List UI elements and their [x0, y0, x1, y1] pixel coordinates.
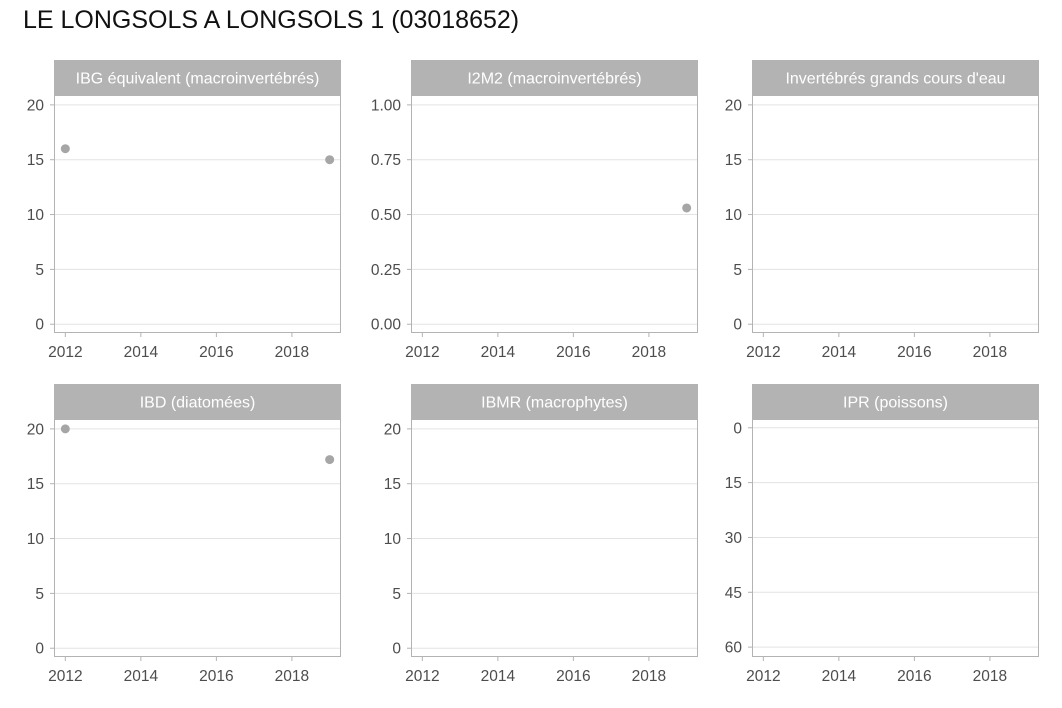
- data-point: [60, 144, 70, 154]
- y-tick-label: 15: [27, 476, 44, 493]
- y-tick-label: 20: [27, 421, 45, 438]
- facet-title: IBD (diatomées): [140, 395, 256, 412]
- data-point: [682, 203, 692, 213]
- facet-title: IPR (poissons): [843, 395, 948, 412]
- y-tick-label: 15: [27, 152, 44, 169]
- y-tick-label: 20: [27, 97, 45, 114]
- data-point: [325, 155, 335, 165]
- x-tick-label: 2016: [556, 668, 590, 685]
- x-tick-label: 2016: [897, 668, 931, 685]
- y-tick-label: 0.75: [371, 152, 401, 169]
- y-tick-label: 30: [725, 530, 743, 547]
- y-tick-label: 5: [35, 586, 44, 603]
- y-tick-label: 10: [27, 531, 45, 548]
- y-tick-label: 0.00: [371, 317, 402, 334]
- x-tick-label: 2012: [405, 668, 439, 685]
- panel-border: [411, 95, 698, 333]
- x-tick-label: 2012: [746, 344, 780, 361]
- y-tick-label: 5: [392, 586, 401, 603]
- facet-title: IBMR (macrophytes): [481, 395, 628, 412]
- y-tick-label: 15: [725, 475, 742, 492]
- y-tick-label: 45: [725, 585, 742, 602]
- facet-strip: [752, 384, 1039, 419]
- x-tick-label: 2012: [746, 668, 780, 685]
- x-tick-label: 2012: [405, 344, 439, 361]
- x-tick-label: 2018: [973, 344, 1007, 361]
- y-tick-label: 10: [384, 531, 402, 548]
- panel-border: [411, 419, 698, 657]
- y-tick-label: 0: [733, 420, 742, 437]
- y-tick-label: 20: [725, 97, 743, 114]
- y-tick-label: 5: [35, 262, 44, 279]
- x-tick-label: 2014: [822, 344, 857, 361]
- x-tick-label: 2014: [124, 668, 159, 685]
- y-tick-label: 1.00: [371, 97, 402, 114]
- data-point: [325, 455, 335, 465]
- y-tick-label: 60: [725, 640, 743, 657]
- y-tick-label: 0.25: [371, 262, 401, 279]
- y-tick-label: 0: [35, 317, 44, 334]
- x-tick-label: 2014: [822, 668, 857, 685]
- facet-title: IBG équivalent (macroinvertébrés): [76, 71, 320, 88]
- y-tick-label: 15: [384, 476, 401, 493]
- x-tick-label: 2016: [199, 668, 233, 685]
- x-tick-label: 2014: [481, 668, 516, 685]
- y-tick-label: 5: [733, 262, 742, 279]
- x-tick-label: 2018: [275, 344, 309, 361]
- facet-panel-5: IBMR (macrophytes) 0 5 10 15 20 2012 2014 2016 20…: [384, 384, 698, 685]
- facet-strip: [54, 384, 341, 419]
- y-tick-label: 0: [733, 317, 742, 334]
- facet-title: I2M2 (macroinvertébrés): [467, 71, 641, 88]
- facet-strip: [752, 60, 1039, 95]
- x-tick-label: 2018: [632, 668, 666, 685]
- panel-border: [752, 419, 1039, 657]
- y-tick-label: 20: [384, 421, 402, 438]
- facet-strip: [54, 60, 341, 95]
- panel-border: [54, 419, 341, 657]
- x-tick-label: 2014: [481, 344, 516, 361]
- panel-border: [54, 95, 341, 333]
- y-tick-label: 0: [35, 641, 44, 658]
- data-point: [60, 424, 70, 434]
- panel-border: [752, 95, 1039, 333]
- x-tick-label: 2018: [632, 344, 666, 361]
- x-tick-label: 2016: [556, 344, 590, 361]
- facet-panel-1: IBG équivalent (macroinvertébrés) 0 5 10 15 2…: [27, 60, 341, 361]
- y-tick-label: 10: [725, 207, 743, 224]
- x-tick-label: 2016: [199, 344, 233, 361]
- facet-title: Invertébrés grands cours d'eau: [785, 71, 1005, 88]
- facet-panel-4: IBD (diatomées) 0 5 10 15 20 2012 2014 2016 2018: [27, 384, 341, 685]
- x-tick-label: 2012: [48, 668, 82, 685]
- x-tick-label: 2016: [897, 344, 931, 361]
- x-tick-label: 2012: [48, 344, 82, 361]
- y-tick-label: 15: [725, 152, 742, 169]
- facet-panel-3: Invertébrés grands cours d'eau 0 5 10 15 20 20…: [725, 60, 1039, 361]
- x-tick-label: 2018: [275, 668, 309, 685]
- facet-strip: [411, 384, 698, 419]
- facet-strip: [411, 60, 698, 95]
- y-tick-label: 0: [392, 641, 401, 658]
- x-tick-label: 2018: [973, 668, 1007, 685]
- facet-panel-2: I2M2 (macroinvertébrés) 0.00 0.25 0.50 0.75 1…: [371, 60, 698, 361]
- y-tick-label: 10: [27, 207, 45, 224]
- page-title: LE LONGSOLS A LONGSOLS 1 (03018652): [23, 6, 520, 34]
- x-tick-label: 2014: [124, 344, 159, 361]
- y-tick-label: 0.50: [371, 207, 402, 224]
